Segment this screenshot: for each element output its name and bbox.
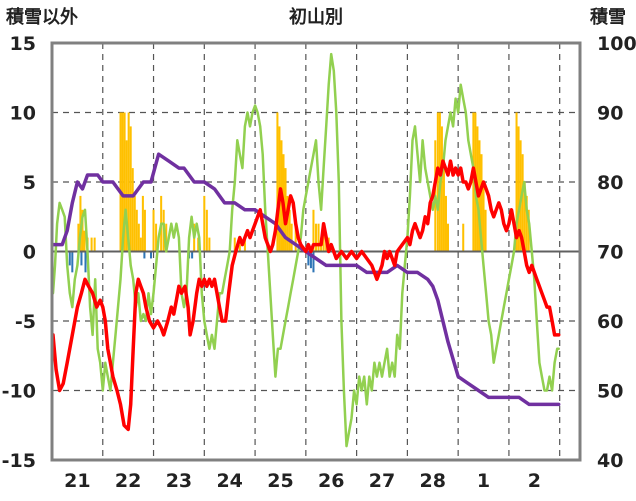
snowfall-bar [197,237,200,252]
snowfall-bar [133,195,136,252]
snowfall-bar [440,126,443,252]
snowfall-bar-negative [80,251,83,266]
y-tick-label-left: 10 [10,103,36,125]
x-axis-tick-labels: 21 22 23 24 25 26 27 28 1 2 [64,470,541,492]
snowfall-bar [472,112,475,252]
snowfall-bar-negative [68,251,71,266]
snowfall-bar [155,223,158,252]
snowfall-bar-negative [149,251,153,259]
snowfall-bar [288,209,291,252]
snowfall-bar [442,154,445,252]
snowfall-bar [121,112,124,252]
x-tick-label: 23 [166,470,192,492]
y-tick-label-left: 5 [23,172,36,194]
snowfall-bar [290,223,293,252]
snowfall-bar [137,223,140,252]
snowfall-bar [123,112,126,252]
snowfall-bar [119,112,122,252]
snowfall-bar [141,195,144,252]
snowfall-bar [276,112,279,252]
right-axis-tick-labels: 100 90 80 70 60 50 40 [597,33,636,472]
snowfall-bar [521,154,524,252]
y-tick-label-left: -15 [2,450,36,472]
snowfall-bar [238,244,241,252]
x-tick-label: 2 [528,470,541,492]
y-tick-label-left: 0 [23,242,36,264]
snowfall-bar [525,195,528,252]
snowfall-bar-negative [143,251,146,259]
snowfall-bar-negative [309,251,312,269]
snowfall-bar [243,237,246,252]
left-axis-tick-labels: 15 10 5 0 -5 -10 -15 [2,33,36,472]
snowfall-bar [294,223,297,252]
snowfall-bar [90,237,93,252]
snowfall-bar [480,154,483,252]
y-tick-label-left: -5 [15,311,36,333]
series-lines [51,52,561,448]
snowfall-bar [286,195,289,252]
snowfall-bar [317,223,320,252]
snowfall-bar-negative [84,251,87,273]
x-tick-label: 27 [369,470,395,492]
snowfall-bar [233,237,236,252]
snowfall-bar [165,223,168,252]
snowfall-bar [81,209,84,252]
snowfall-bar [139,237,142,252]
snowfall-bar [484,209,487,252]
y-tick-label-right: 80 [597,172,623,194]
x-tick-label: 25 [267,470,293,492]
y-tick-label-left: 15 [10,33,36,55]
x-tick-label: 26 [318,470,344,492]
snowfall-bar [482,182,485,252]
snowfall-bar [312,209,315,252]
snowfall-bar [127,112,130,252]
y-tick-label-right: 50 [597,381,623,403]
snowfall-bar [205,209,208,252]
snowfall-bar [462,223,465,252]
snowfall-bar-negative [71,251,74,273]
temperature-line [51,159,561,432]
snowfall-bar [444,195,447,252]
plot-frame [50,41,582,462]
snowfall-bar [446,223,450,252]
snowfall-bar-negative [191,251,194,259]
right-axis-title: 積雪 [589,6,626,28]
y-tick-label-right: 40 [597,450,623,472]
snowfall-bar-negative [307,251,310,266]
snowfall-bar [208,237,211,252]
snowfall-bar [203,195,206,252]
x-tick-label: 22 [115,470,141,492]
snowfall-bar [436,112,439,252]
snowfall-bar [77,223,80,252]
snowfall-bar [517,126,520,252]
snowfall-bar [152,209,155,252]
snowfall-bar [515,112,518,252]
snowfall-bar [143,209,146,252]
snow-depth-line [51,152,561,407]
x-tick-label: 24 [216,470,242,492]
y-tick-label-right: 100 [597,33,636,55]
y-tick-label-right: 70 [597,242,623,264]
y-tick-label-right: 60 [597,311,623,333]
snowfall-bar [523,182,526,252]
x-tick-label: 1 [477,470,490,492]
snowfall-bar [129,126,132,252]
y-tick-label-right: 90 [597,103,623,125]
y-tick-label-left: -10 [2,381,36,403]
x-tick-label: 21 [64,470,90,492]
snowfall-bar [83,230,86,252]
snowfall-bar [93,237,96,252]
x-tick-label: 28 [420,470,446,492]
snowfall-bar [135,209,138,252]
snowfall-bar [131,168,134,252]
chart-title: 初山別 [289,6,343,28]
snowfall-bar-negative [312,251,315,273]
snowfall-bar [314,223,318,252]
left-axis-title: 積雪以外 [5,6,78,28]
